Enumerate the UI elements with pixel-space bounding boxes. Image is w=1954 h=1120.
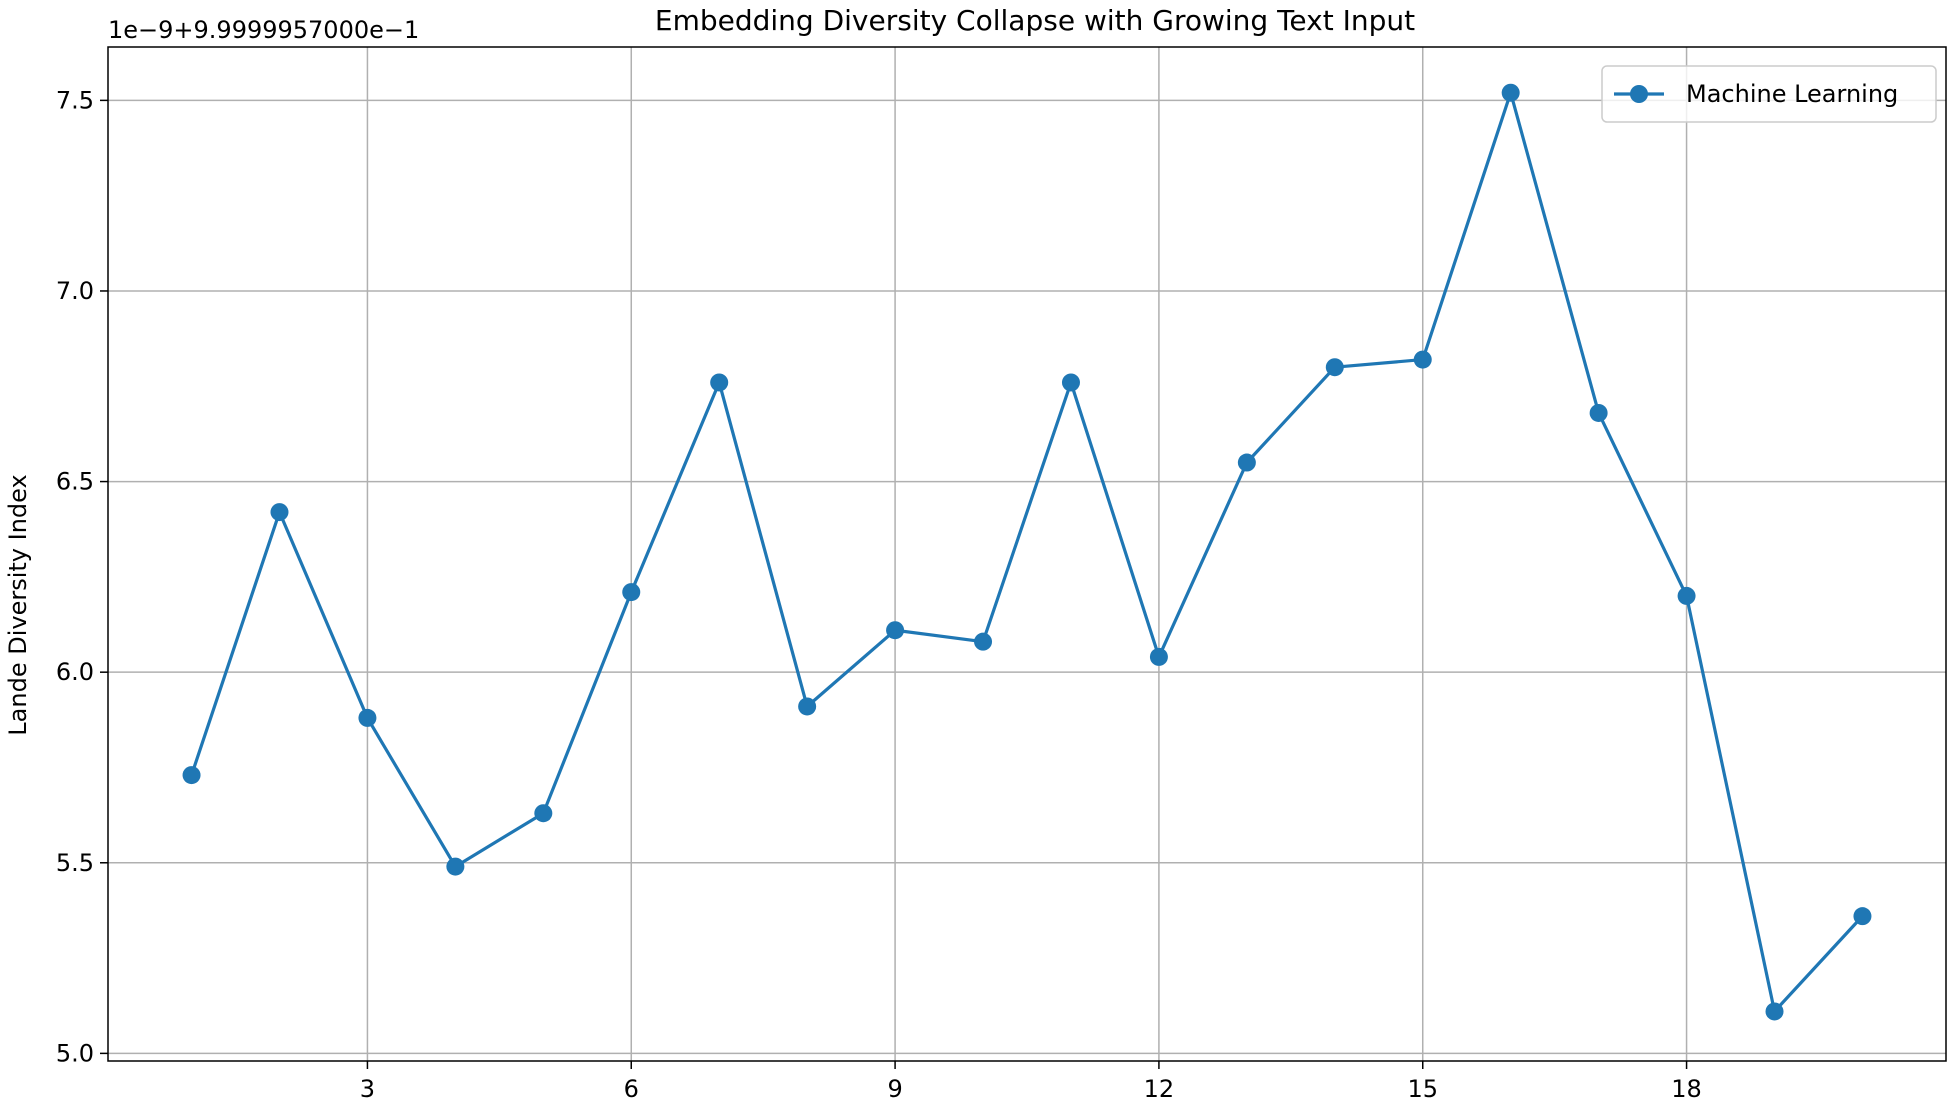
y-tick-label: 7.5: [56, 86, 94, 114]
series-layer: [182, 83, 1872, 1021]
data-point: [1501, 83, 1520, 102]
x-tick-label: 6: [624, 1075, 639, 1103]
y-tick-label: 6.5: [56, 468, 94, 496]
legend-label: Machine Learning: [1686, 80, 1898, 108]
y-axis-label: Lande Diversity Index: [4, 474, 32, 735]
y-tick-label: 6.0: [56, 658, 94, 686]
x-tick-label: 3: [360, 1075, 375, 1103]
data-point: [446, 857, 465, 876]
data-point: [1853, 907, 1872, 926]
x-tick-label: 15: [1407, 1075, 1438, 1103]
data-point: [182, 766, 201, 785]
data-point: [886, 621, 905, 640]
y-tick-label: 7.0: [56, 277, 94, 305]
data-point: [270, 503, 289, 522]
x-tick-label: 12: [1144, 1075, 1175, 1103]
tick-layer: 3 6 9 12 15 18 5.0 5.5 6.0 6.5 7.0 7.5: [56, 86, 1702, 1103]
data-point: [1325, 358, 1344, 377]
grid: [108, 47, 1946, 1061]
legend-marker: [1630, 85, 1648, 103]
data-point: [1149, 647, 1168, 666]
x-tick-label: 18: [1671, 1075, 1702, 1103]
data-point: [1061, 373, 1080, 392]
data-point: [534, 804, 553, 823]
series-line: [190, 91, 1864, 1014]
data-point: [358, 708, 377, 727]
x-tick-label: 9: [887, 1075, 902, 1103]
data-point: [622, 583, 641, 602]
legend-box: [1601, 65, 1937, 123]
legend: Machine Learning: [1601, 65, 1937, 123]
y-tick-label: 5.5: [56, 849, 94, 877]
chart-title: Embedding Diversity Collapse with Growin…: [655, 4, 1415, 37]
data-point: [710, 373, 729, 392]
data-point: [1589, 403, 1608, 422]
y-axis-offset-label: 1e−9+9.9999957000e−1: [108, 16, 419, 44]
data-point: [1677, 586, 1696, 605]
y-tick-label: 5.0: [56, 1039, 94, 1067]
data-point: [1765, 1002, 1784, 1021]
data-point: [974, 632, 993, 651]
data-point: [1413, 350, 1432, 369]
data-point: [798, 697, 817, 716]
plot-frame: [107, 46, 1947, 1062]
data-point: [1237, 453, 1256, 472]
